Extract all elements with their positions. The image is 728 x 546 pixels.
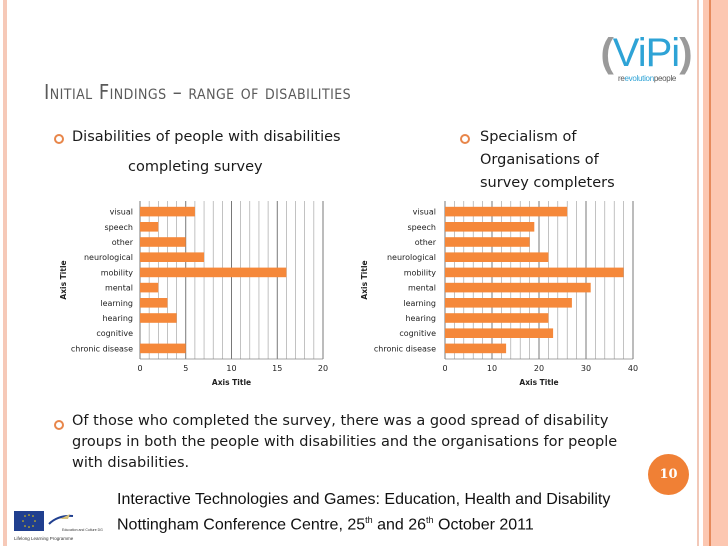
eu-stars-icon [22, 514, 36, 528]
chart-organisation-specialism: visual speech other neurological mobility men… [360, 201, 638, 385]
bar-chronic-disease [445, 343, 507, 354]
bar-hearing [140, 313, 177, 323]
category-label: cognitive [96, 329, 133, 338]
logo-tagline-suffix: people [653, 74, 677, 83]
category-label: cognitive [399, 329, 436, 338]
left-bullet-line2: completing survey [128, 159, 263, 175]
x-axis-title: Axis Title [519, 378, 558, 385]
right-band-decoration [703, 0, 728, 546]
bullet-icon [54, 420, 64, 430]
vipi-logo: (ViPi) reevolutionpeople [594, 30, 698, 90]
footer-line2-b: and 26 [372, 516, 427, 534]
bar-learning [140, 298, 168, 308]
right-line-decoration [697, 0, 699, 546]
bar-visual [140, 206, 195, 217]
x-tick-label: 40 [628, 364, 638, 373]
bar-mobility [140, 267, 287, 278]
category-label: visual [110, 208, 133, 217]
x-tick-label: 20 [318, 364, 328, 373]
x-tick-label: 20 [534, 364, 544, 373]
left-border-decoration [3, 0, 7, 546]
right-bullet-line2: Organisations of [480, 152, 599, 168]
bar-chronic-disease [140, 343, 186, 354]
category-label: other [415, 238, 437, 247]
logo-tagline-prefix: re [618, 74, 625, 83]
category-label: hearing [405, 314, 436, 323]
chart-people-disabilities: visual speech other neurological mobility men… [59, 201, 328, 385]
eu-programme-label: Lifelong Learning Programme [14, 536, 74, 541]
footer-line2: Nottingham Conference Centre, 25th and 2… [117, 510, 610, 535]
footer-sup1: th [365, 515, 373, 525]
x-tick-label: 10 [487, 364, 497, 373]
logo-name: ViPi [612, 31, 680, 75]
x-tick-label: 30 [581, 364, 591, 373]
category-label: learning [100, 299, 133, 308]
conference-footer: Interactive Technologies and Games: Educ… [117, 490, 610, 535]
left-bullet-line1: Disabilities of people with disabilities [72, 129, 341, 145]
bullet-icon [460, 134, 470, 144]
eu-flag-icon [14, 511, 44, 531]
bar-learning [445, 298, 572, 308]
category-label: speech [407, 223, 436, 232]
footer-line1: Interactive Technologies and Games: Educ… [117, 491, 611, 508]
bar-speech [140, 222, 159, 232]
right-bullet-line3: survey completers [480, 175, 615, 191]
summary-line2: groups in both the people with disabilit… [72, 434, 618, 450]
bar-other [140, 237, 186, 247]
bar-hearing [445, 313, 549, 323]
category-label: mental [408, 284, 436, 293]
bar-neurological [140, 252, 205, 262]
logo-tagline-mid: evolution [624, 74, 655, 83]
bullet-icon [54, 134, 64, 144]
bar-mobility [445, 267, 624, 278]
category-label: chronic disease [71, 344, 133, 353]
logo-wordmark: (ViPi) [600, 31, 692, 75]
category-label: speech [104, 223, 133, 232]
x-tick-label: 5 [183, 364, 188, 373]
category-label: visual [413, 208, 436, 217]
logo-tagline: reevolutionpeople [618, 74, 676, 83]
category-label: mobility [101, 268, 134, 277]
eu-dg-label: Education and Culture DG [62, 528, 103, 532]
x-tick-label: 15 [272, 364, 282, 373]
summary-line3: with disabilities. [72, 455, 190, 471]
footer-line2-c: October 2011 [433, 516, 534, 534]
category-label: neurological [84, 253, 133, 262]
footer-sup2: th [426, 515, 434, 525]
right-band-line-decoration [709, 0, 711, 546]
x-tick-label: 10 [226, 364, 236, 373]
category-label: other [112, 238, 134, 247]
bar-cognitive [445, 328, 554, 338]
bar-speech [445, 222, 535, 232]
slide-title: Initial Findings – range of disabilities [44, 80, 352, 104]
bar-visual [445, 206, 568, 217]
x-tick-label: 0 [137, 364, 142, 373]
x-tick-label: 0 [442, 364, 447, 373]
right-bullet-line1: Specialism of [480, 129, 577, 145]
bar-mental [140, 282, 159, 293]
y-axis-title: Axis Title [360, 260, 369, 299]
bar-other [445, 237, 530, 247]
category-label: neurological [387, 253, 436, 262]
summary-line1: Of those who completed the survey, there… [72, 413, 609, 429]
category-label: hearing [102, 314, 133, 323]
category-label: mental [105, 284, 133, 293]
category-label: mobility [404, 268, 437, 277]
x-axis-title: Axis Title [212, 378, 251, 385]
category-label: chronic disease [374, 344, 436, 353]
category-label: learning [403, 299, 436, 308]
page-number-badge: 10 [648, 454, 689, 495]
bar-mental [445, 282, 591, 293]
footer-line2-a: Nottingham Conference Centre, 25 [117, 516, 366, 534]
y-axis-title: Axis Title [59, 260, 68, 299]
bar-neurological [445, 252, 549, 262]
swoosh-icon [48, 514, 74, 525]
